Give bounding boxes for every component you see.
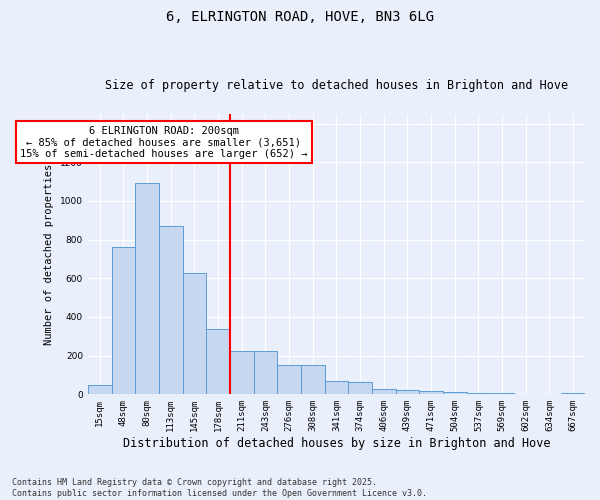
Bar: [112, 248, 135, 394]
Bar: [395, 390, 419, 394]
Bar: [206, 328, 230, 394]
Bar: [182, 272, 206, 394]
Bar: [277, 366, 301, 394]
Y-axis label: Number of detached properties: Number of detached properties: [44, 164, 55, 345]
Text: Contains HM Land Registry data © Crown copyright and database right 2025.
Contai: Contains HM Land Registry data © Crown c…: [12, 478, 427, 498]
Text: 6 ELRINGTON ROAD: 200sqm
← 85% of detached houses are smaller (3,651)
15% of sem: 6 ELRINGTON ROAD: 200sqm ← 85% of detach…: [20, 126, 307, 159]
Bar: [301, 366, 325, 394]
Bar: [325, 381, 348, 394]
Bar: [419, 392, 443, 394]
Bar: [230, 351, 254, 395]
Bar: [159, 226, 182, 394]
Bar: [254, 351, 277, 395]
Bar: [467, 393, 490, 394]
Bar: [372, 389, 395, 394]
X-axis label: Distribution of detached houses by size in Brighton and Hove: Distribution of detached houses by size …: [122, 437, 550, 450]
Bar: [135, 182, 159, 394]
Bar: [443, 392, 467, 394]
Bar: [348, 382, 372, 394]
Title: Size of property relative to detached houses in Brighton and Hove: Size of property relative to detached ho…: [105, 79, 568, 92]
Text: 6, ELRINGTON ROAD, HOVE, BN3 6LG: 6, ELRINGTON ROAD, HOVE, BN3 6LG: [166, 10, 434, 24]
Bar: [88, 384, 112, 394]
